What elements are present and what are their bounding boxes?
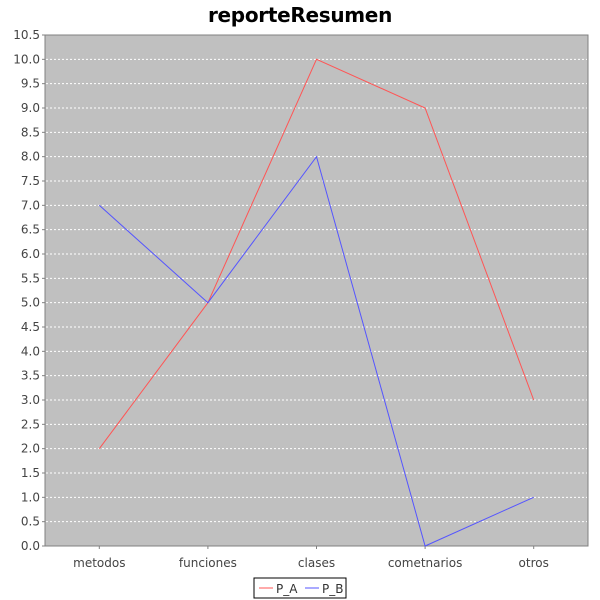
chart-title: reporteResumen <box>207 3 393 27</box>
y-tick-label: 7.5 <box>21 174 40 188</box>
y-tick-label: 2.0 <box>21 442 40 456</box>
y-tick-label: 9.0 <box>21 101 40 115</box>
series-lines <box>98 58 535 547</box>
series-line-p-b <box>98 155 534 547</box>
y-tick-label: 10.5 <box>13 28 40 42</box>
legend-box <box>253 577 347 599</box>
y-tick-label: 3.0 <box>21 393 40 407</box>
y-tick-label: 4.0 <box>21 344 40 358</box>
x-tick-label-metodos: metodos <box>73 556 125 570</box>
y-tick-label: 8.0 <box>21 150 40 164</box>
x-tick-label-otros: otros <box>519 556 549 570</box>
legend: P_A P_B <box>253 577 347 599</box>
y-tick-label: 6.0 <box>21 247 40 261</box>
y-tick-label: 7.0 <box>21 198 40 212</box>
legend-label-p-a: P_A <box>276 582 298 596</box>
y-tick-label: 9.5 <box>21 77 40 91</box>
y-tick-label: 5.5 <box>21 271 40 285</box>
y-tick-label: 5.0 <box>21 296 40 310</box>
y-tick-label: 0.0 <box>21 539 40 553</box>
legend-label-p-b: P_B <box>322 582 343 596</box>
series-line-p-a <box>98 58 535 449</box>
y-tick-label: 3.5 <box>21 369 40 383</box>
x-tick-label-clases: clases <box>298 556 335 570</box>
y-tick-label: 6.5 <box>21 223 40 237</box>
x-tick-label-cometnarios: cometnarios <box>388 556 463 570</box>
y-axis-ticks: 0.0 0.5 1.0 1.5 2.0 2.5 3.0 3.5 4.0 4.5 5.0 5.5 6.0 6… <box>13 28 45 553</box>
y-tick-label: 10.0 <box>13 52 40 66</box>
x-tick-label-funciones: funciones <box>179 556 237 570</box>
y-tick-label: 1.0 <box>21 490 40 504</box>
y-tick-label: 8.5 <box>21 125 40 139</box>
y-tick-label: 0.5 <box>21 515 40 529</box>
y-tick-label: 4.5 <box>21 320 40 334</box>
x-axis-ticks: metodos funciones clases cometnarios otros <box>73 546 549 570</box>
y-tick-label: 1.5 <box>21 466 40 480</box>
y-tick-label: 2.5 <box>21 417 40 431</box>
plot-area <box>44 34 589 547</box>
